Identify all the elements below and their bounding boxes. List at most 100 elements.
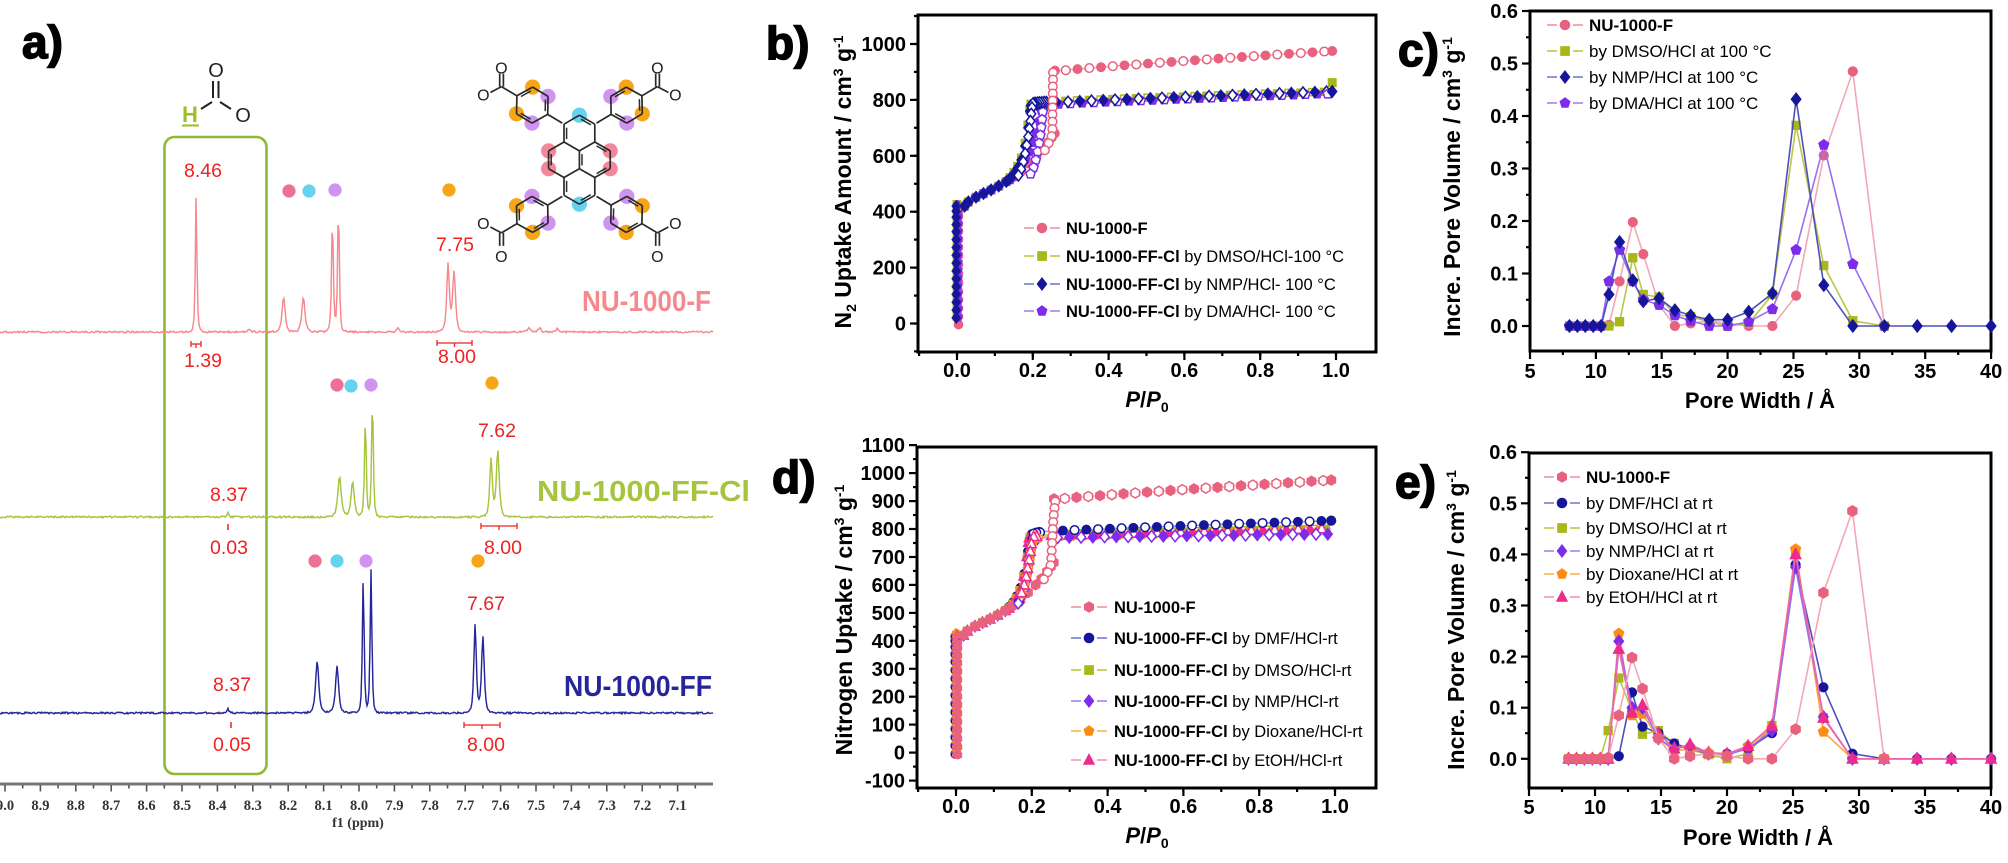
svg-text:30: 30 [1848,797,1870,819]
svg-text:7.9: 7.9 [385,798,403,814]
svg-text:10: 10 [1585,361,1607,383]
svg-text:8.2: 8.2 [279,798,297,814]
svg-text:0.6: 0.6 [1170,360,1198,382]
svg-text:Pore Width / Å: Pore Width / Å [1685,387,1835,413]
svg-text:25: 25 [1782,797,1804,819]
svg-text:1.39: 1.39 [184,350,222,372]
svg-text:800: 800 [872,519,905,541]
svg-text:25: 25 [1782,361,1804,383]
svg-text:10: 10 [1584,797,1606,819]
svg-text:0.0: 0.0 [1489,749,1517,771]
svg-text:O: O [208,60,224,82]
svg-text:by DMF/HCl at rt: by DMF/HCl at rt [1586,494,1713,513]
svg-text:NU-1000-FF-Cl by DMSO/HCl-rt: NU-1000-FF-Cl by DMSO/HCl-rt [1114,662,1352,680]
svg-text:8.6: 8.6 [138,798,156,814]
svg-text:0.3: 0.3 [1489,596,1517,618]
svg-text:Nitrogen Uptake / cm3 g-1: Nitrogen Uptake / cm3 g-1 [831,484,857,755]
svg-text:NU-1000-F: NU-1000-F [1114,599,1196,617]
svg-text:0.1: 0.1 [1490,264,1518,286]
svg-text:H: H [182,102,198,127]
svg-text:0.4: 0.4 [1489,544,1518,566]
svg-text:NU-1000-FF-Cl: NU-1000-FF-Cl [537,476,750,508]
svg-text:f1 (ppm): f1 (ppm) [332,816,384,831]
svg-text:0.03: 0.03 [210,537,248,559]
svg-text:20: 20 [1716,361,1738,383]
svg-text:40: 40 [1980,361,2002,383]
svg-text:NU-1000-FF-Cl by EtOH/HCl-rt: NU-1000-FF-Cl by EtOH/HCl-rt [1114,752,1343,770]
svg-text:NU-1000-FF-Cl by DMSO/HCl-100: NU-1000-FF-Cl by DMSO/HCl-100 °C [1066,248,1344,266]
svg-text:0.2: 0.2 [1490,211,1518,233]
svg-text:800: 800 [873,90,906,112]
svg-text:Incre. Pore Volume / cm3 g-1: Incre. Pore Volume / cm3 g-1 [1443,470,1469,770]
svg-text:NU-1000-FF-Cl by NMP/HCl-rt: NU-1000-FF-Cl by NMP/HCl-rt [1114,693,1339,711]
svg-text:b): b) [766,17,809,69]
svg-text:O: O [495,249,507,266]
svg-text:O: O [477,216,489,233]
svg-text:O: O [651,249,663,266]
svg-text:7.5: 7.5 [527,798,545,814]
svg-text:8.00: 8.00 [484,537,522,559]
svg-text:0.5: 0.5 [1489,493,1517,515]
svg-text:8.8: 8.8 [67,798,85,814]
svg-text:-100: -100 [865,771,905,793]
svg-text:0.0: 0.0 [942,796,970,818]
svg-text:NU-1000-FF-Cl by Dioxane/HCl-r: NU-1000-FF-Cl by Dioxane/HCl-rt [1114,723,1363,741]
svg-text:8.7: 8.7 [102,798,120,814]
svg-text:P/P0: P/P0 [1125,823,1169,851]
svg-text:by Dioxane/HCl at rt: by Dioxane/HCl at rt [1586,565,1738,584]
svg-text:0: 0 [895,314,906,336]
svg-text:NU-1000-F: NU-1000-F [1066,220,1148,238]
svg-text:600: 600 [873,146,906,168]
svg-text:NU-1000-FF-Cl by DMA/HCl- 100: NU-1000-FF-Cl by DMA/HCl- 100 °C [1066,303,1336,321]
svg-text:7.3: 7.3 [598,798,616,814]
svg-text:0: 0 [894,743,905,765]
svg-text:500: 500 [872,603,905,625]
svg-text:0.1: 0.1 [1489,698,1517,720]
svg-text:O: O [477,88,489,105]
svg-text:P/P0: P/P0 [1125,387,1169,415]
svg-text:O: O [651,61,663,78]
svg-text:1000: 1000 [861,463,906,485]
svg-text:7.75: 7.75 [436,234,474,256]
svg-text:30: 30 [1848,361,1870,383]
svg-text:900: 900 [872,491,905,513]
svg-text:0.4: 0.4 [1094,796,1123,818]
svg-text:700: 700 [872,547,905,569]
svg-text:8.5: 8.5 [173,798,191,814]
svg-text:100: 100 [872,715,905,737]
svg-text:400: 400 [872,631,905,653]
svg-text:0.2: 0.2 [1489,647,1517,669]
svg-text:1.0: 1.0 [1321,796,1349,818]
svg-text:0.2: 0.2 [1019,360,1047,382]
svg-text:8.3: 8.3 [244,798,262,814]
svg-text:600: 600 [872,575,905,597]
svg-text:7.6: 7.6 [492,798,510,814]
svg-text:O: O [495,61,507,78]
svg-text:by NMP/HCl at 100 °C: by NMP/HCl at 100 °C [1589,68,1758,87]
svg-text:0.6: 0.6 [1169,796,1197,818]
svg-text:1000: 1000 [862,34,907,56]
svg-text:Incre. Pore Volume / cm3 g-1: Incre. Pore Volume / cm3 g-1 [1439,37,1465,337]
svg-text:15: 15 [1650,797,1672,819]
svg-text:O: O [669,216,681,233]
svg-text:5: 5 [1523,797,1534,819]
svg-text:1.0: 1.0 [1322,360,1350,382]
svg-text:0.3: 0.3 [1490,159,1518,181]
svg-text:0.4: 0.4 [1490,106,1519,128]
svg-text:e): e) [1395,456,1436,508]
svg-text:8.1: 8.1 [315,798,333,814]
svg-text:d): d) [772,451,815,503]
svg-text:0.05: 0.05 [213,734,251,756]
svg-text:by NMP/HCl at rt: by NMP/HCl at rt [1586,542,1714,561]
svg-text:N2 Uptake Amount / cm3 g-1: N2 Uptake Amount / cm3 g-1 [830,35,859,328]
svg-text:0.0: 0.0 [943,360,971,382]
svg-text:8.4: 8.4 [208,798,226,814]
svg-text:8.00: 8.00 [438,346,476,368]
svg-text:a): a) [22,16,63,68]
svg-text:35: 35 [1914,797,1936,819]
svg-text:0.6: 0.6 [1489,442,1517,464]
svg-text:NU-1000-FF: NU-1000-FF [564,671,712,703]
svg-text:7.8: 7.8 [421,798,439,814]
svg-text:20: 20 [1716,797,1738,819]
svg-text:7.7: 7.7 [456,798,474,814]
